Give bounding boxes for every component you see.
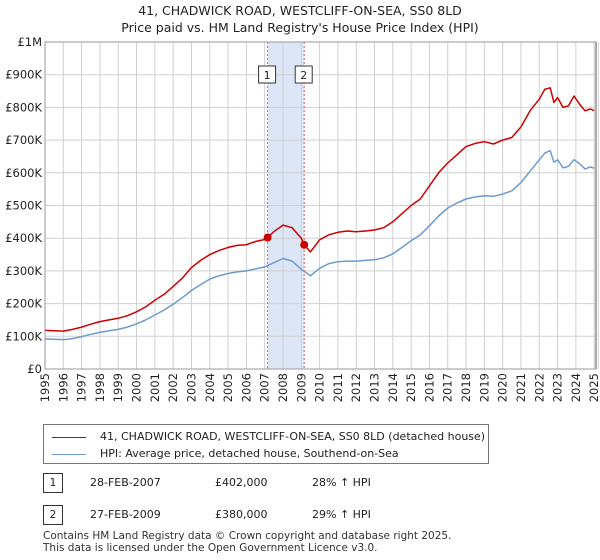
chart-title: 41, CHADWICK ROAD, WESTCLIFF-ON-SEA, SS0… (138, 3, 462, 18)
y-tick-label: £200K (5, 297, 42, 311)
x-tick-label: 2002 (166, 373, 180, 402)
y-tick-label: £600K (5, 166, 42, 180)
x-tick-label: 2011 (331, 373, 345, 402)
x-tick-label: 2012 (349, 373, 363, 402)
y-tick-label: £800K (5, 100, 42, 114)
x-tick-label: 2024 (569, 373, 583, 402)
x-tick-label: 2005 (221, 373, 235, 402)
sale-hpi-change: 29% ↑ HPI (312, 508, 371, 521)
sale-price: £380,000 (215, 508, 268, 521)
sale-price: £402,000 (215, 476, 268, 489)
y-tick-label: £300K (5, 264, 42, 278)
x-tick-label: 2007 (258, 373, 272, 402)
y-tick-label: £400K (5, 231, 42, 245)
y-tick-label: £900K (5, 68, 42, 82)
x-tick-label: 2020 (496, 373, 510, 402)
footer: Contains HM Land Registry data © Crown c… (43, 530, 451, 554)
y-tick-label: £700K (5, 133, 42, 147)
x-tick-label: 1997 (75, 373, 89, 402)
x-tick-label: 2010 (313, 373, 327, 402)
footer-copyright: Contains HM Land Registry data © Crown c… (43, 530, 452, 542)
legend: 41, CHADWICK ROAD, WESTCLIFF-ON-SEA, SS0… (43, 424, 489, 464)
x-tick-label: 2015 (404, 373, 418, 402)
y-tick-label: £100K (5, 329, 42, 343)
x-tick-label: 1999 (111, 373, 125, 402)
x-tick-label: 2003 (184, 373, 198, 402)
x-tick-label: 2004 (203, 373, 217, 402)
sale-hpi-change: 28% ↑ HPI (312, 476, 371, 489)
plot-frame (44, 41, 597, 370)
legend-label-hpi: HPI: Average price, detached house, Sout… (100, 447, 399, 460)
x-tick-label: 1996 (56, 373, 70, 402)
sale-marker-box: 2 (43, 505, 63, 525)
sale-date: 28-FEB-2007 (90, 476, 161, 489)
x-tick-label: 2001 (148, 373, 162, 402)
sale-label-box (258, 65, 277, 84)
legend-swatch-hpi (52, 454, 86, 455)
sale-point (263, 233, 272, 242)
y-tick-label: £500K (5, 199, 42, 213)
x-tick-label: 2025 (587, 373, 600, 402)
sale-date: 27-FEB-2009 (90, 508, 161, 521)
x-tick-label: 2014 (386, 373, 400, 402)
x-tick-label: 2000 (130, 373, 144, 402)
x-tick-label: 2016 (422, 373, 436, 402)
legend-swatch-property (52, 437, 86, 438)
hpi-series-line (44, 149, 595, 341)
chart-subtitle: Price paid vs. HM Land Registry's House … (121, 20, 479, 35)
chart-title-block: 41, CHADWICK ROAD, WESTCLIFF-ON-SEA, SS0… (0, 2, 600, 36)
sale-label-number: 2 (300, 69, 307, 82)
x-tick-label: 2021 (514, 373, 528, 402)
x-tick-label: 2008 (276, 373, 290, 402)
x-tick-label: 2017 (441, 373, 455, 402)
x-tick-label: 2022 (532, 373, 546, 402)
x-tick-label: 2018 (459, 373, 473, 402)
x-tick-label: 2023 (551, 373, 565, 402)
sale-marker-box: 1 (43, 473, 63, 493)
x-tick-label: 2006 (239, 373, 253, 402)
sale-label-box (294, 65, 313, 84)
y-tick-label: £0 (27, 362, 42, 376)
x-tick-label: 1998 (93, 373, 107, 402)
x-tick-label: 2009 (294, 373, 308, 402)
x-tick-label: 2019 (477, 373, 491, 402)
price-chart: £0 £100K £200K £300K £400K £500K £600K £700K £80… (5, 35, 600, 402)
sale-label-number: 1 (264, 69, 271, 82)
footer-licence: This data is licensed under the Open Gov… (43, 542, 378, 554)
x-tick-label: 2013 (368, 373, 382, 402)
sale-point (300, 240, 309, 249)
property-series-line (44, 87, 595, 332)
legend-label-property: 41, CHADWICK ROAD, WESTCLIFF-ON-SEA, SS0… (100, 430, 486, 443)
x-tick-label: 1995 (38, 373, 52, 402)
y-tick-label: £1M (17, 35, 42, 49)
